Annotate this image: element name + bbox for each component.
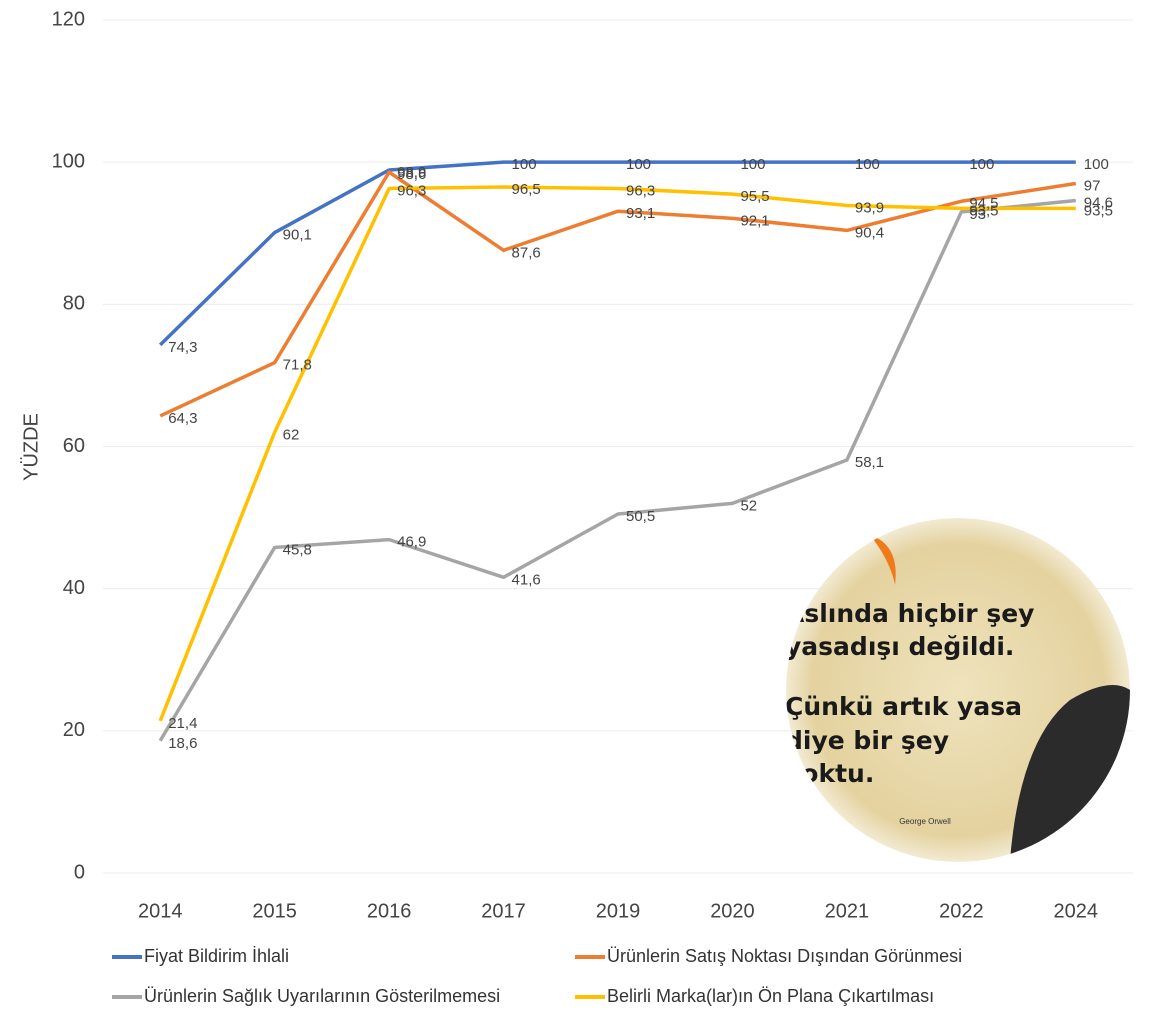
data-label: 96,5 [512,181,541,198]
data-label: 93 [969,206,986,223]
x-tick-label: 2016 [367,900,412,922]
data-label: 96,3 [626,182,655,199]
data-label: 92,1 [740,212,769,229]
legend-label: Fiyat Bildirim İhlali [144,946,289,966]
data-label: 41,6 [512,571,541,588]
series-line [159,170,1077,418]
data-label: 21,4 [168,715,197,732]
quote-line: Çünkü artık yasa [785,692,1022,721]
data-label: 93,1 [626,205,655,222]
data-label: 93,5 [969,202,998,219]
x-tick-label: 2024 [1054,900,1099,922]
y-tick-label: 0 [74,861,85,883]
series-line [158,185,1076,722]
data-label: 50,5 [626,508,655,525]
data-label: 94,6 [1084,195,1113,212]
data-label: 58,1 [855,454,884,471]
data-label: 90,1 [283,227,312,244]
x-tick-label: 2015 [252,900,297,922]
data-label: 94,5 [969,195,998,212]
x-tick-label: 2019 [596,900,641,922]
x-tick-label: 2014 [138,900,183,922]
series-line [158,160,1076,347]
series-line [158,198,1076,742]
legend-label: Ürünlerin Sağlık Uyarılarının Gösterilme… [144,986,500,1006]
data-label: 62 [283,426,300,443]
data-label: 71,8 [283,357,312,374]
x-tick-label: 2021 [825,900,870,922]
y-axis-label: YÜZDE [20,413,42,481]
data-label: 100 [626,156,651,173]
y-tick-label: 120 [52,8,85,30]
data-label: 74,3 [168,339,197,356]
y-tick-label: 80 [63,293,85,315]
quote-line: yasadışı değildi. [785,632,1014,661]
data-label: 100 [740,156,765,173]
data-label: 98,9 [397,164,426,181]
data-label: 96,3 [397,182,426,199]
x-tick-label: 2022 [939,900,984,922]
data-label: 46,9 [397,534,426,551]
plot: 0 20 40 60 80 100 120 2014 2015 2016 2017 2019 2020 2… [52,8,1133,1006]
data-label: 45,8 [283,541,312,558]
data-label: 100 [855,156,880,173]
x-tick-label: 2017 [481,900,526,922]
data-label: 64,3 [168,410,197,427]
data-label: 93,5 [1084,202,1113,219]
accent [870,535,896,585]
data-label: 100 [969,156,994,173]
y-tick-label: 20 [63,719,85,741]
quote-line: Aslında hiçbir şey [785,599,1034,628]
quote-author: George Orwell [899,817,951,826]
data-label: 100 [512,156,537,173]
data-label: 52 [740,497,757,514]
data-label: 93,9 [855,199,884,216]
data-label: 97 [1084,177,1101,194]
data-label: 90,4 [855,224,884,241]
data-label: 87,6 [512,244,541,261]
legend-label: Belirli Marka(lar)ın Ön Plana Çıkartılma… [607,986,934,1006]
y-tick-label: 100 [52,150,85,172]
quote-overlay: Aslında hiçbir şey yasadışı değildi. Çün… [785,518,1130,862]
x-tick-label: 2020 [710,900,755,922]
y-tick-label: 60 [63,435,85,457]
y-tick-label: 40 [63,577,85,599]
data-label: 100 [1084,156,1109,173]
quote-line: diye bir şey [785,726,949,755]
data-label: 95,5 [740,188,769,205]
quote-line: yoktu. [785,759,874,788]
data-label: 98,6 [397,166,426,183]
data-label: 18,6 [168,735,197,752]
legend-label: Ürünlerin Satış Noktası Dışından Görünme… [607,946,962,966]
